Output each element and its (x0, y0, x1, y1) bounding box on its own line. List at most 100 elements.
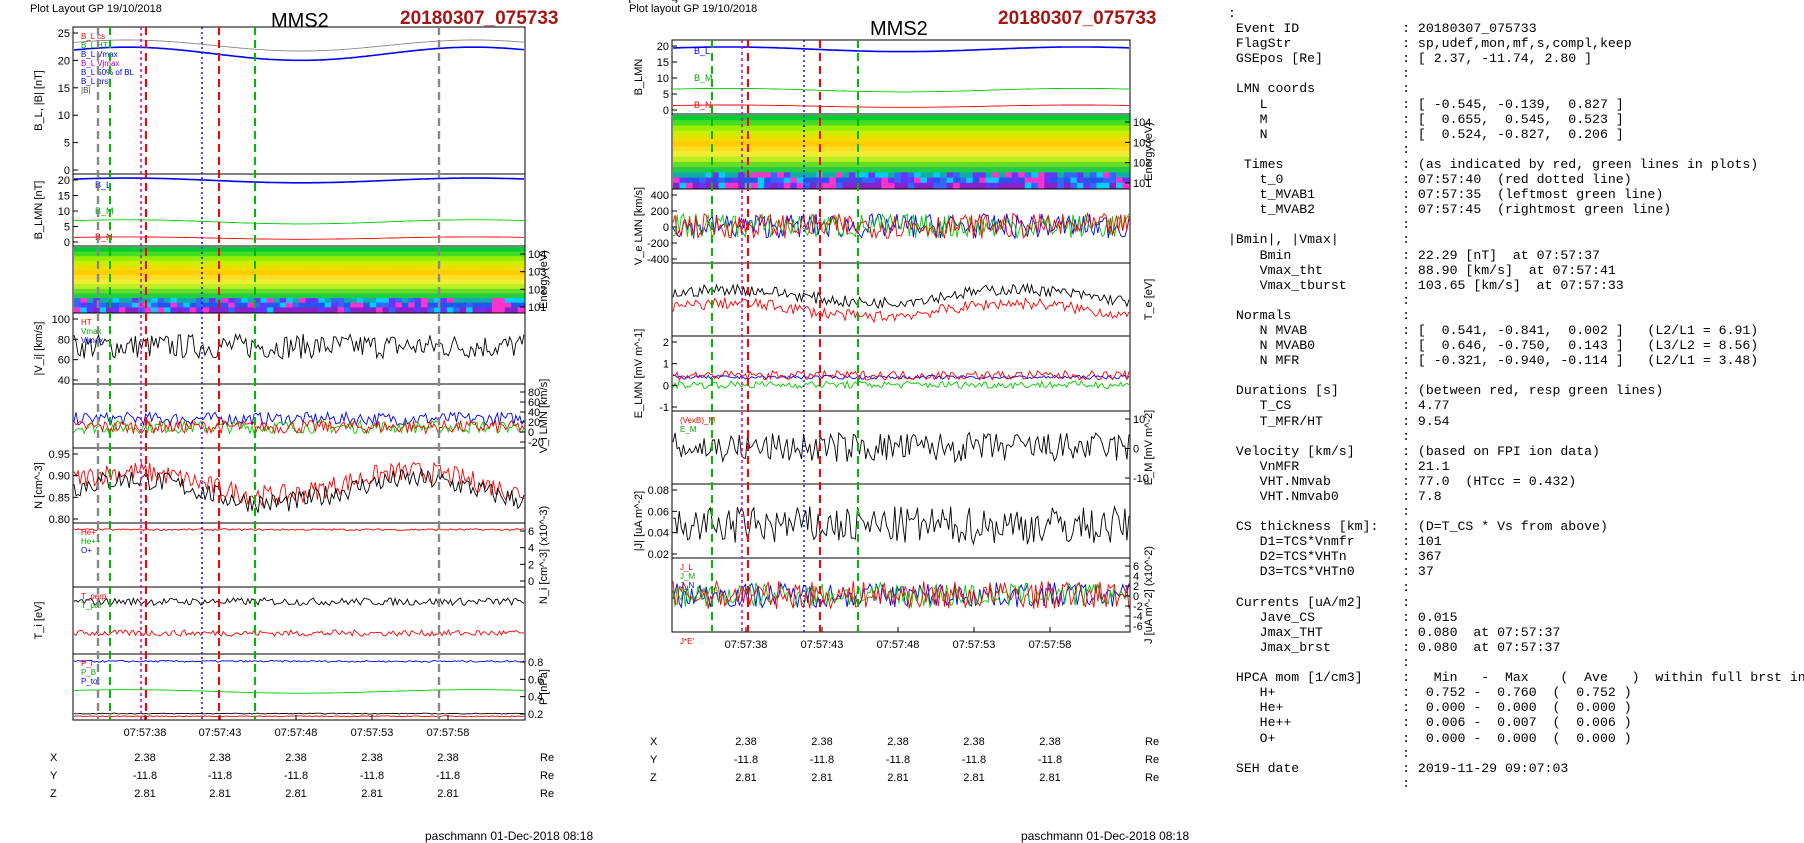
spectrogram-cell (395, 279, 403, 285)
spectrogram-cell (234, 256, 242, 262)
spectrogram-cell (927, 151, 935, 158)
spectrogram-cell (1116, 172, 1124, 179)
coord-unit: Re (540, 788, 554, 800)
spectrogram-cell (1076, 182, 1084, 189)
spectrogram-cell (1076, 167, 1084, 173)
spectrogram-cell (985, 151, 993, 158)
y-tick-label: 0.10 (648, 0, 669, 3)
spectrogram-cell (395, 307, 403, 313)
spectrogram-cell (414, 274, 422, 281)
spectrogram-cell (241, 307, 249, 313)
spectrogram-cell (796, 115, 804, 121)
spectrogram-cell (1089, 161, 1097, 168)
spectrogram-cell (725, 172, 733, 179)
spectrogram-cell (151, 288, 159, 294)
spectrogram-cell (822, 130, 830, 137)
spectrogram-cell (189, 274, 197, 281)
summary-line: : (1228, 368, 1411, 384)
spectrogram-cell (1050, 161, 1058, 168)
spectrogram-cell (1109, 156, 1117, 163)
spectrogram-cell (1024, 125, 1032, 132)
spectrogram-cell (1116, 120, 1124, 126)
spectrogram-cell (80, 307, 88, 313)
spectrogram-cell (790, 125, 798, 132)
y-axis-label-right: E_M [mV m^-2] (1143, 410, 1155, 485)
spectrogram-cell (138, 298, 146, 304)
spectrogram-cell (757, 120, 765, 126)
spectrogram-cell (764, 167, 772, 173)
spectrogram-cell (202, 302, 210, 308)
legend-entry: P_i (81, 659, 93, 668)
spectrogram-cell (946, 156, 954, 163)
spectrogram-cell (170, 256, 178, 262)
spectrogram-cell (466, 265, 474, 271)
spectrogram-cell (440, 302, 448, 308)
spectrogram-cell (427, 256, 435, 262)
spectrogram-cell (920, 182, 928, 189)
spectrogram-cell (131, 284, 139, 290)
spectrogram-cell (472, 251, 480, 257)
spectrogram-cell (848, 151, 856, 158)
spectrogram-cell (196, 284, 204, 290)
spectrogram-cell (305, 279, 313, 285)
spectrogram-cell (1070, 135, 1078, 142)
spectrogram-cell (112, 302, 120, 308)
spectrogram-cell (151, 279, 159, 285)
spectrogram-cell (1089, 135, 1097, 142)
spectrogram-cell (1096, 125, 1104, 132)
spectrogram-cell (446, 247, 454, 253)
spectrogram-cell (318, 284, 326, 290)
spectrogram-cell (959, 130, 967, 137)
spectrogram-cell (1102, 125, 1110, 132)
spectrogram-cell (131, 247, 139, 253)
spectrogram-cell (106, 284, 114, 290)
spectrogram-cell (705, 141, 713, 147)
spectrogram-cell (1005, 182, 1013, 189)
spectrogram-cell (472, 265, 480, 271)
spectrogram-cell (131, 270, 139, 276)
spectrogram-cell (966, 172, 974, 179)
spectrogram-cell (1031, 115, 1039, 121)
spectrogram-cell (196, 265, 204, 271)
spectrogram-cell (350, 302, 358, 308)
spectrogram-cell (266, 247, 274, 253)
spectrogram-cell (112, 260, 120, 267)
spectrogram-cell (202, 247, 210, 253)
spectrogram-cell (692, 182, 700, 189)
spectrogram-cell (686, 172, 694, 179)
spectrogram-cell (1122, 115, 1130, 121)
spectrogram-cell (985, 135, 993, 142)
spectrogram-cell (985, 167, 993, 173)
spectrogram-cell (822, 125, 830, 132)
spectrogram-cell (254, 274, 261, 281)
spectrogram-cell (209, 293, 216, 299)
spectrogram-cell (331, 247, 339, 253)
spectrogram-cell (356, 298, 364, 304)
spectrogram-cell (427, 284, 435, 290)
spectrogram-cell (940, 146, 948, 153)
spectrogram-cell (247, 256, 255, 262)
spectrogram-cell (790, 135, 798, 142)
series-line (73, 46, 525, 62)
spectrogram-cell (738, 115, 746, 121)
spectrogram-cell (202, 284, 210, 290)
spectrogram-cell (751, 161, 759, 168)
spectrogram-cell (131, 251, 139, 257)
spectrogram-cell (485, 302, 493, 308)
spectrogram-cell (472, 288, 480, 294)
spectrogram-cell (764, 130, 772, 137)
spectrogram-cell (286, 302, 294, 308)
spectrogram-cell (517, 274, 525, 281)
spectrogram-cell (953, 156, 961, 163)
spectrogram-cell (972, 177, 980, 184)
spectrogram-cell (389, 284, 396, 290)
spectrogram-cell (881, 172, 889, 179)
y-tick-label: 1 (663, 359, 669, 371)
right-event-id: 20180307_075733 (998, 8, 1157, 29)
spectrogram-cell (131, 298, 139, 304)
spectrogram-cell (783, 151, 791, 158)
spectrogram-cell (959, 167, 967, 173)
spectrogram-cell (764, 172, 772, 179)
spectrogram-cell (953, 167, 961, 173)
coord-value: 2.81 (134, 788, 155, 800)
